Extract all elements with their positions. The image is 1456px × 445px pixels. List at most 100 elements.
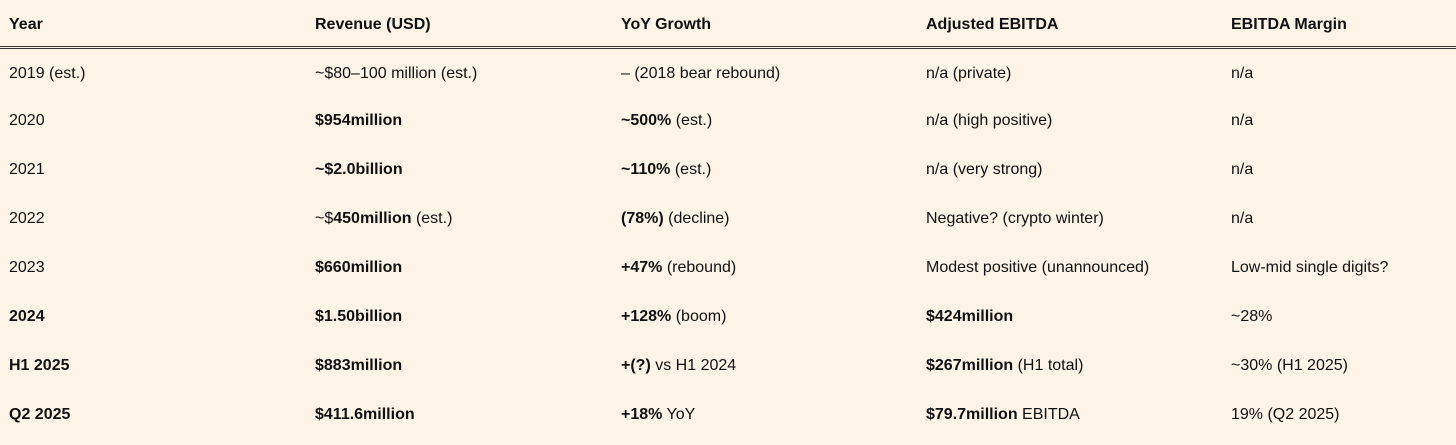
table-row: 2019 (est.) ~$80–100 million (est.) – (201… [0,47,1456,96]
cell-text-bold: +47% [621,258,663,276]
cell-text: n/a [1231,111,1254,129]
cell-text: ~$ [315,209,334,227]
cell-text: 2022 [9,209,45,227]
cell-revenue: $660million [306,243,612,292]
cell-text-bold: $660million [315,258,403,276]
cell-yoy-growth: (78%) (decline) [612,194,917,243]
cell-revenue: ~$80–100 million (est.) [306,47,612,96]
cell-ebitda-margin: Low-mid single digits? [1222,243,1456,292]
cell-text: n/a (high positive) [926,111,1053,129]
cell-text: (decline) [663,209,730,227]
cell-text-bold: ~$2.0billion [315,160,403,178]
cell-ebitda-margin: n/a [1222,96,1456,145]
cell-text-bold: $79.7million [926,405,1018,423]
cell-text-bold: 450million [333,209,412,227]
table-row: 2020 $954million ~500% (est.) n/a (high pos… [0,96,1456,145]
cell-text: n/a [1231,160,1254,178]
table-row: H1 2025 $883million +(?) vs H1 2024 $267mil… [0,341,1456,390]
cell-text-bold: $424million [926,307,1014,325]
cell-text-bold: +(?) [621,356,651,374]
cell-text-bold: +128% [621,307,672,325]
cell-text: (rebound) [662,258,737,276]
table-row: Q2 2025 $411.6million +18% YoY $79.7million… [0,390,1456,439]
cell-year: 2023 [0,243,306,292]
cell-yoy-growth: +(?) vs H1 2024 [612,341,917,390]
cell-year: H1 2025 [0,341,306,390]
cell-revenue: $1.50billion [306,292,612,341]
cell-text-bold: +18% [621,405,663,423]
cell-text-bold: $954million [315,111,403,129]
cell-text: n/a (private) [926,65,1012,83]
table-row: 2022 ~$450million (est.) (78%) (decline) Ne… [0,194,1456,243]
cell-ebitda-margin: ~28% [1222,292,1456,341]
cell-text: EBITDA [1017,405,1080,423]
cell-year: Q2 2025 [0,390,306,439]
cell-text: (boom) [671,307,727,325]
cell-revenue: ~$450million (est.) [306,194,612,243]
cell-adjusted-ebitda: n/a (very strong) [917,145,1222,194]
cell-text: 2019 (est.) [9,65,86,83]
cell-revenue: $411.6million [306,390,612,439]
cell-text: 2023 [9,258,45,276]
table-body: 2019 (est.) ~$80–100 million (est.) – (201… [0,47,1456,439]
cell-text: (est.) [411,209,453,227]
cell-text-bold: ~110% [621,160,671,178]
cell-text-bold: ~500% [621,111,672,129]
cell-year: 2024 [0,292,306,341]
cell-ebitda-margin: n/a [1222,194,1456,243]
cell-text: ~$80–100 million (est.) [315,65,478,83]
cell-year: 2020 [0,96,306,145]
header-revenue: Revenue (USD) [306,0,612,49]
header-row: Year Revenue (USD) YoY Growth Adjusted E… [0,0,1456,49]
cell-text: n/a [1231,209,1254,227]
cell-text-bold: H1 2025 [9,356,70,374]
cell-adjusted-ebitda: Negative? (crypto winter) [917,194,1222,243]
header-year: Year [0,0,306,49]
cell-adjusted-ebitda: Modest positive (unannounced) [917,243,1222,292]
cell-text: n/a (very strong) [926,160,1043,178]
cell-text: ~30% (H1 2025) [1231,356,1348,374]
cell-year: 2022 [0,194,306,243]
cell-year: 2019 (est.) [0,47,306,96]
table-row: 2021 ~$2.0billion ~110% (est.) n/a (very st… [0,145,1456,194]
cell-ebitda-margin: n/a [1222,145,1456,194]
cell-revenue: ~$2.0billion [306,145,612,194]
cell-text: – (2018 bear rebound) [621,65,781,83]
header-yoy-growth: YoY Growth [612,0,917,49]
cell-text-bold: $267million [926,356,1014,374]
header-ebitda-margin: EBITDA Margin [1222,0,1456,49]
cell-text-bold: $1.50billion [315,307,403,325]
cell-text: (H1 total) [1013,356,1084,374]
cell-text: 2021 [9,160,45,178]
cell-text: Negative? (crypto winter) [926,209,1104,227]
cell-revenue: $954million [306,96,612,145]
cell-yoy-growth: +18% YoY [612,390,917,439]
cell-yoy-growth: +47% (rebound) [612,243,917,292]
cell-ebitda-margin: n/a [1222,47,1456,96]
table-header: Year Revenue (USD) YoY Growth Adjusted E… [0,0,1456,49]
cell-ebitda-margin: ~30% (H1 2025) [1222,341,1456,390]
cell-text-bold: Q2 2025 [9,405,71,423]
cell-yoy-growth: – (2018 bear rebound) [612,47,917,96]
cell-yoy-growth: ~500% (est.) [612,96,917,145]
cell-text: (est.) [671,111,713,129]
cell-adjusted-ebitda: n/a (high positive) [917,96,1222,145]
cell-adjusted-ebitda: $267million (H1 total) [917,341,1222,390]
cell-adjusted-ebitda: n/a (private) [917,47,1222,96]
cell-text-bold: 2024 [9,307,45,325]
cell-text: Low-mid single digits? [1231,258,1389,276]
cell-yoy-growth: ~110% (est.) [612,145,917,194]
cell-text-bold: (78%) [621,209,664,227]
cell-adjusted-ebitda: $424million [917,292,1222,341]
cell-text: YoY [662,405,696,423]
cell-adjusted-ebitda: $79.7million EBITDA [917,390,1222,439]
cell-revenue: $883million [306,341,612,390]
cell-text: (est.) [670,160,712,178]
cell-text: vs H1 2024 [650,356,737,374]
cell-text: 2020 [9,111,45,129]
cell-ebitda-margin: 19% (Q2 2025) [1222,390,1456,439]
cell-text-bold: $883million [315,356,403,374]
cell-text: Modest positive (unannounced) [926,258,1150,276]
